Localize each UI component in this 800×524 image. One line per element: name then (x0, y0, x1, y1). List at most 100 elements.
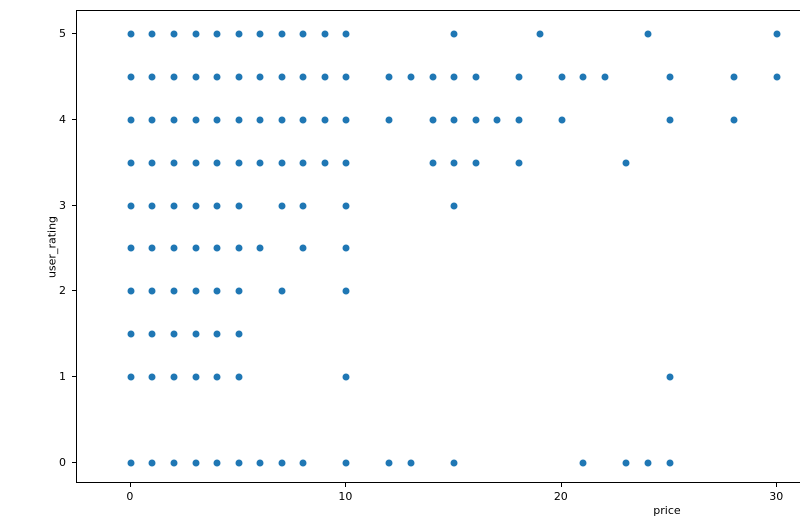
y-axis-label: user_rating (45, 215, 59, 279)
scatter-point (278, 116, 286, 124)
scatter-point (256, 73, 264, 81)
scatter-point (127, 373, 135, 381)
scatter-point (407, 73, 415, 81)
scatter-point (148, 330, 156, 338)
scatter-point (213, 244, 221, 252)
x-tick-mark (776, 483, 778, 487)
scatter-point (148, 373, 156, 381)
scatter-point (170, 116, 178, 124)
y-tick-mark (72, 33, 76, 35)
scatter-point (558, 116, 566, 124)
scatter-point (127, 73, 135, 81)
scatter-point (493, 116, 501, 124)
scatter-point (148, 73, 156, 81)
x-tick-mark (345, 483, 347, 487)
scatter-point (148, 287, 156, 295)
scatter-point (148, 116, 156, 124)
scatter-point (235, 459, 243, 467)
y-tick-label: 4 (59, 112, 66, 126)
scatter-point (170, 373, 178, 381)
scatter-point (127, 159, 135, 167)
scatter-point (170, 330, 178, 338)
scatter-point (385, 459, 393, 467)
scatter-point (127, 287, 135, 295)
scatter-point (192, 30, 199, 38)
scatter-point (213, 30, 221, 38)
scatter-point (407, 459, 415, 467)
scatter-point (170, 202, 178, 209)
x-tick-label: 20 (553, 490, 568, 503)
scatter-point (170, 244, 178, 252)
x-tick-mark (560, 483, 562, 487)
scatter-point (148, 159, 156, 167)
scatter-point (256, 116, 264, 124)
scatter-point (235, 73, 243, 81)
scatter-point (192, 159, 199, 167)
scatter-point (321, 73, 329, 81)
scatter-point (127, 202, 135, 209)
scatter-point (429, 116, 437, 124)
scatter-point (127, 244, 135, 252)
scatter-point (213, 116, 221, 124)
scatter-point (450, 30, 458, 38)
scatter-point (622, 159, 630, 167)
scatter-point (450, 159, 458, 167)
x-tick-label: 10 (338, 490, 353, 503)
scatter-point (299, 73, 307, 81)
scatter-point (342, 244, 350, 252)
y-tick-mark (72, 461, 76, 463)
scatter-point (666, 459, 674, 467)
scatter-point (170, 73, 178, 81)
scatter-point (773, 73, 781, 81)
scatter-point (192, 116, 199, 124)
scatter-point (127, 116, 135, 124)
y-tick-label: 0 (59, 455, 66, 469)
scatter-point (213, 73, 221, 81)
scatter-point (170, 30, 178, 38)
scatter-point (450, 202, 458, 209)
scatter-point (666, 116, 674, 124)
scatter-point (342, 116, 350, 124)
scatter-point (127, 30, 135, 38)
scatter-point (278, 159, 286, 167)
scatter-point (235, 202, 243, 209)
scatter-point (235, 287, 243, 295)
scatter-point (472, 159, 480, 167)
scatter-point (235, 373, 243, 381)
scatter-point (213, 202, 221, 209)
scatter-point (192, 330, 199, 338)
scatter-point (385, 73, 393, 81)
scatter-point (342, 159, 350, 167)
scatter-point (515, 116, 523, 124)
scatter-point (342, 373, 350, 381)
scatter-point (644, 459, 652, 467)
scatter-point (299, 30, 307, 38)
scatter-point (192, 244, 199, 252)
scatter-point (472, 116, 480, 124)
scatter-point (192, 73, 199, 81)
scatter-point (450, 459, 458, 467)
scatter-point (278, 287, 286, 295)
scatter-point (730, 116, 738, 124)
scatter-point (256, 459, 264, 467)
scatter-point (192, 373, 199, 381)
scatter-point (213, 373, 221, 381)
scatter-point (342, 73, 350, 81)
scatter-point (601, 73, 609, 81)
scatter-point (515, 73, 523, 81)
scatter-point (558, 73, 566, 81)
scatter-point (256, 159, 264, 167)
scatter-point (321, 30, 329, 38)
scatter-point (622, 459, 630, 467)
scatter-point (299, 116, 307, 124)
scatter-point (321, 116, 329, 124)
scatter-point (235, 330, 243, 338)
scatter-point (256, 244, 264, 252)
y-tick-label: 2 (59, 284, 66, 298)
scatter-point (192, 459, 199, 467)
scatter-point (515, 159, 523, 167)
scatter-point (213, 287, 221, 295)
scatter-point (213, 459, 221, 467)
scatter-point (472, 73, 480, 81)
